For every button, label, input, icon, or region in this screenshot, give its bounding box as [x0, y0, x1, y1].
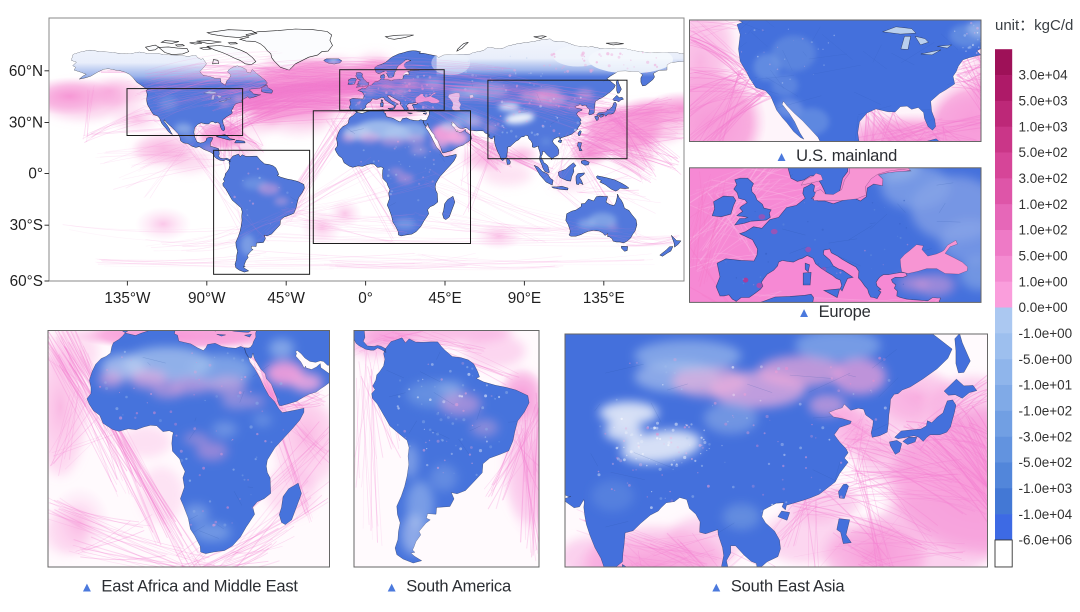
svg-text:30°N: 30°N	[9, 115, 43, 132]
svg-text:-1.0e+04: -1.0e+04	[1019, 507, 1073, 522]
svg-text:0.0e+00: 0.0e+00	[1019, 300, 1068, 315]
svg-text:60°S: 60°S	[10, 273, 43, 290]
svg-text:▲ South East Asia: ▲ South East Asia	[710, 578, 846, 596]
svg-text:3.0e+02: 3.0e+02	[1019, 171, 1068, 186]
svg-text:1.0e+02: 1.0e+02	[1019, 197, 1068, 212]
svg-text:▲ Europe: ▲ Europe	[797, 303, 870, 321]
svg-text:-6.0e+06: -6.0e+06	[1019, 533, 1073, 548]
svg-text:-1.0e+03: -1.0e+03	[1019, 481, 1073, 496]
svg-text:-5.0e+02: -5.0e+02	[1019, 455, 1073, 470]
svg-text:90°W: 90°W	[188, 290, 226, 307]
svg-text:-1.0e+00: -1.0e+00	[1019, 326, 1073, 341]
svg-text:-1.0e+01: -1.0e+01	[1019, 378, 1073, 393]
svg-text:0°: 0°	[358, 290, 373, 307]
svg-text:-1.0e+02: -1.0e+02	[1019, 403, 1073, 418]
svg-text:-5.0e+00: -5.0e+00	[1019, 352, 1073, 367]
svg-text:3.0e+04: 3.0e+04	[1019, 68, 1069, 83]
svg-text:▲ East Africa and Middle East: ▲ East Africa and Middle East	[80, 578, 298, 596]
svg-text:5.0e+03: 5.0e+03	[1019, 94, 1068, 109]
svg-text:60°N: 60°N	[9, 63, 43, 80]
svg-text:135°W: 135°W	[104, 290, 151, 307]
svg-text:45°E: 45°E	[428, 290, 461, 307]
svg-text:30°S: 30°S	[10, 217, 43, 234]
svg-text:1.0e+00: 1.0e+00	[1019, 274, 1068, 289]
svg-text:90°E: 90°E	[508, 290, 541, 307]
svg-text:5.0e+02: 5.0e+02	[1019, 145, 1068, 160]
svg-text:-3.0e+02: -3.0e+02	[1019, 429, 1073, 444]
svg-text:1.0e+03: 1.0e+03	[1019, 119, 1068, 134]
svg-text:1.0e+02: 1.0e+02	[1019, 223, 1068, 238]
svg-text:135°E: 135°E	[583, 290, 625, 307]
svg-text:▲ South America: ▲ South America	[385, 578, 512, 596]
svg-text:▲ U.S. mainland: ▲ U.S. mainland	[775, 147, 897, 165]
svg-text:5.0e+00: 5.0e+00	[1019, 249, 1068, 264]
svg-text:0°: 0°	[28, 166, 43, 183]
svg-text:unit：kgC/d: unit：kgC/d	[995, 17, 1073, 34]
svg-text:45°W: 45°W	[267, 290, 305, 307]
